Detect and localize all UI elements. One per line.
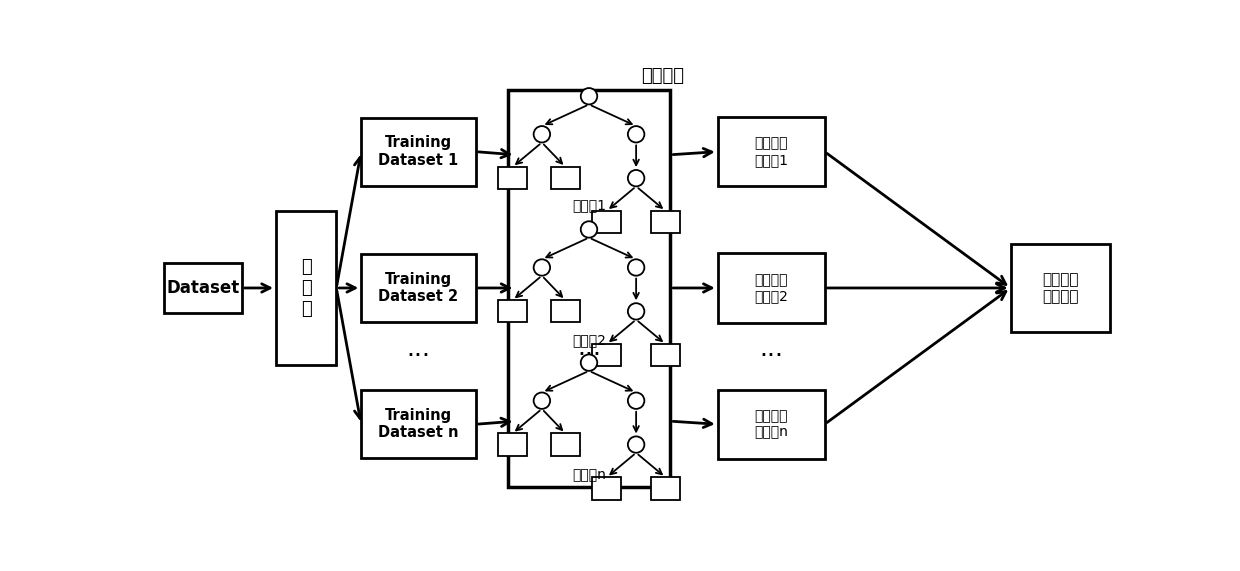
Bar — [361, 254, 476, 322]
Bar — [651, 211, 681, 233]
Text: 决策树分
类结果1: 决策树分 类结果1 — [754, 136, 789, 167]
Text: 决策有1: 决策有1 — [572, 198, 606, 212]
Text: 随
机
化: 随 机 化 — [301, 258, 311, 318]
Circle shape — [627, 303, 645, 320]
Bar — [591, 211, 621, 233]
Bar — [164, 263, 242, 313]
Circle shape — [580, 88, 598, 104]
Bar — [497, 300, 527, 323]
Bar — [718, 389, 825, 459]
Circle shape — [580, 221, 598, 238]
Text: ···: ··· — [577, 343, 601, 367]
Circle shape — [533, 392, 551, 409]
Bar — [591, 477, 621, 500]
Text: 决策有2: 决策有2 — [572, 333, 606, 347]
Bar — [591, 344, 621, 367]
Bar — [497, 167, 527, 190]
Text: Dataset: Dataset — [166, 279, 239, 297]
Bar — [718, 254, 825, 323]
Circle shape — [627, 170, 645, 186]
Bar — [718, 117, 825, 186]
Text: 决策树分
类结果n: 决策树分 类结果n — [754, 409, 789, 439]
Text: 随机森林: 随机森林 — [641, 67, 684, 85]
Circle shape — [627, 259, 645, 276]
Circle shape — [533, 259, 551, 276]
Bar — [651, 344, 681, 367]
Text: ···: ··· — [759, 344, 784, 368]
Bar — [551, 300, 580, 323]
Circle shape — [627, 436, 645, 453]
Circle shape — [627, 392, 645, 409]
Circle shape — [533, 126, 551, 143]
Bar — [551, 433, 580, 456]
Bar — [361, 118, 476, 186]
Text: 决策树分
类结果2: 决策树分 类结果2 — [754, 273, 789, 303]
Text: 决策树n: 决策树n — [572, 468, 606, 482]
Circle shape — [580, 355, 598, 371]
Bar — [497, 433, 527, 456]
Circle shape — [627, 126, 645, 143]
Bar — [651, 477, 681, 500]
Bar — [551, 167, 580, 190]
Bar — [275, 211, 336, 365]
Text: Training
Dataset n: Training Dataset n — [378, 408, 459, 440]
Text: Training
Dataset 1: Training Dataset 1 — [378, 135, 459, 168]
Text: Training
Dataset 2: Training Dataset 2 — [378, 272, 459, 304]
Text: 投票决定
最优分类: 投票决定 最优分类 — [1042, 272, 1079, 304]
Bar — [1011, 244, 1110, 332]
Bar — [361, 391, 476, 458]
Bar — [507, 90, 671, 486]
Text: ···: ··· — [407, 344, 430, 368]
